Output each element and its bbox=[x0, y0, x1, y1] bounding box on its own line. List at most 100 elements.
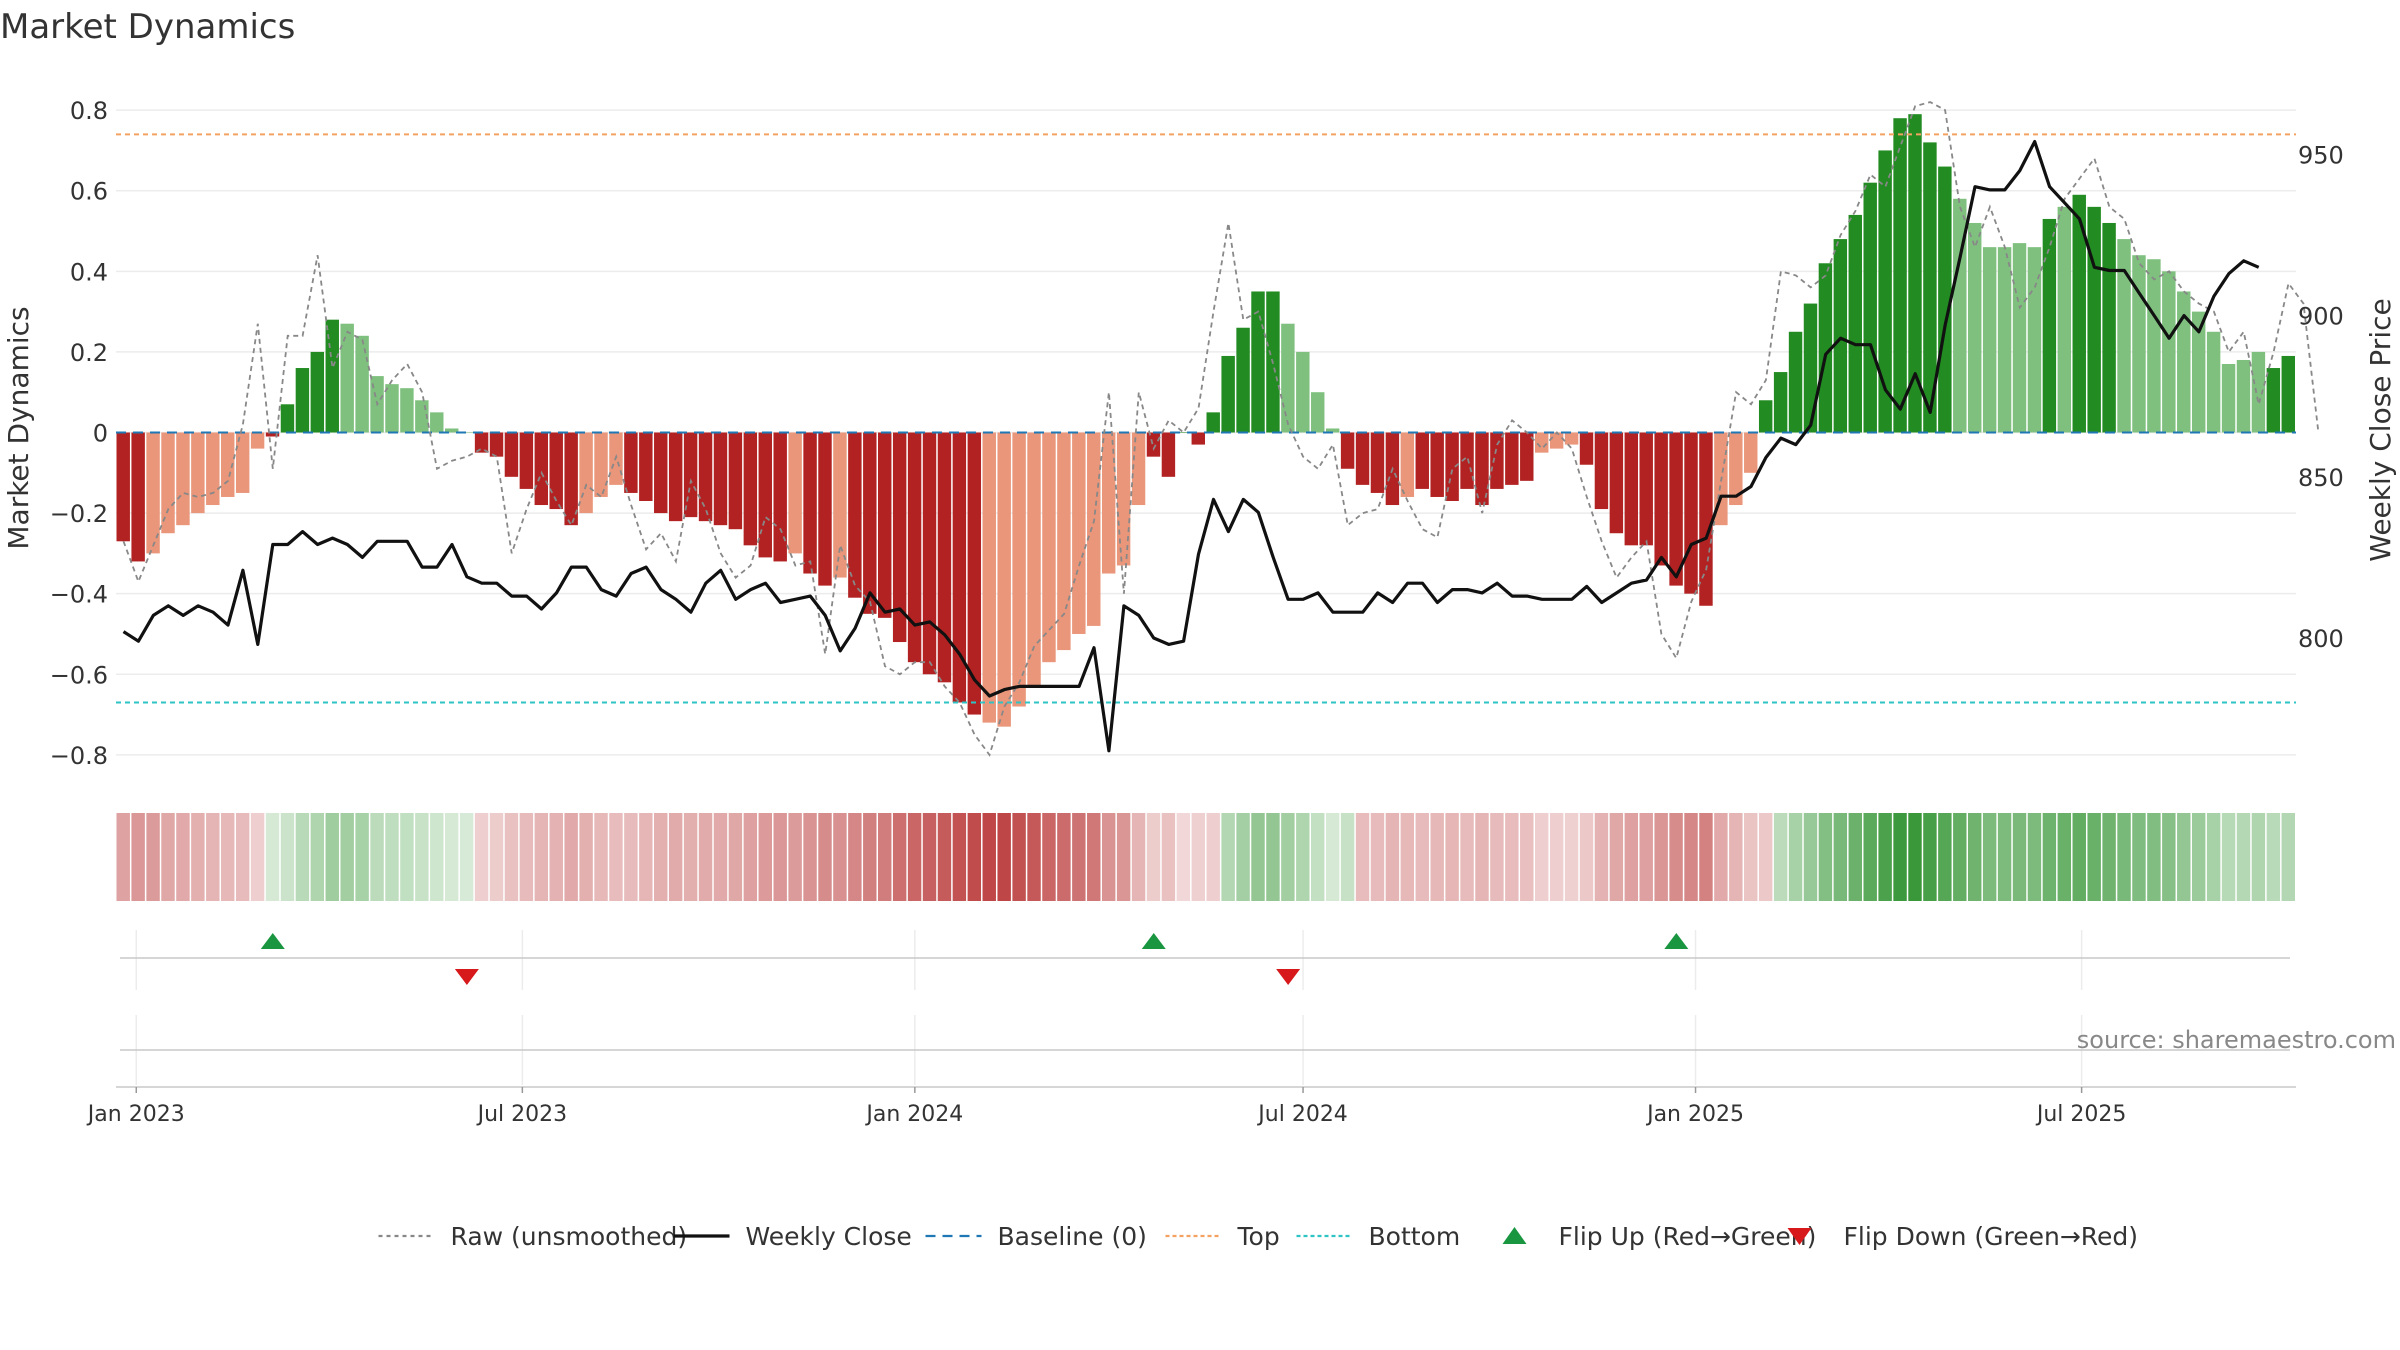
heat-strip-cell bbox=[340, 813, 354, 901]
heat-strip-cell bbox=[1893, 813, 1907, 901]
momentum-bar bbox=[504, 432, 519, 477]
heat-strip-cell bbox=[1296, 813, 1310, 901]
heat-strip-cell bbox=[713, 813, 728, 901]
heat-strip-cell bbox=[489, 813, 504, 901]
momentum-bar bbox=[2042, 218, 2057, 433]
momentum-bar bbox=[191, 432, 205, 514]
heat-strip-cell bbox=[1818, 813, 1833, 901]
heat-strip-cell bbox=[758, 813, 772, 901]
heat-strip-cell bbox=[952, 813, 967, 901]
heat-strip-cell bbox=[1370, 813, 1385, 901]
momentum-bar bbox=[1087, 432, 1101, 626]
y-right-tick-label: 900 bbox=[2298, 303, 2344, 331]
momentum-bar bbox=[1370, 432, 1385, 493]
heat-strip-cell bbox=[1848, 813, 1862, 901]
heat-strip-cell bbox=[1803, 813, 1818, 901]
momentum-bar bbox=[1788, 331, 1803, 433]
momentum-bar bbox=[1579, 432, 1594, 465]
momentum-bar bbox=[997, 432, 1011, 727]
heat-strip-cell bbox=[1325, 813, 1340, 901]
momentum-bar bbox=[1848, 214, 1862, 433]
heat-strip-cell bbox=[2221, 813, 2236, 901]
momentum-bar bbox=[2102, 222, 2116, 433]
legend-item: Flip Up (Red→Green) bbox=[1502, 1222, 1817, 1251]
heat-strip-cell bbox=[1758, 813, 1773, 901]
y-left-tick-label: 0.2 bbox=[70, 339, 108, 367]
y-right-tick-label: 950 bbox=[2298, 141, 2344, 169]
momentum-bar bbox=[2162, 271, 2176, 433]
legend-swatch bbox=[1787, 1228, 1812, 1245]
legend-item: Weekly Close bbox=[673, 1222, 912, 1251]
x-tick-label: Jan 2025 bbox=[1645, 1102, 1744, 1127]
heat-strip-cell bbox=[146, 813, 160, 901]
momentum-bar bbox=[1684, 432, 1698, 594]
flip-markers bbox=[260, 933, 1689, 985]
momentum-bar bbox=[1997, 247, 2012, 433]
heat-strip-cell bbox=[937, 813, 952, 901]
legend-item: Flip Down (Green→Red) bbox=[1787, 1222, 2138, 1251]
momentum-bar bbox=[250, 432, 265, 449]
heat-strip-cell bbox=[1594, 813, 1609, 901]
momentum-bar bbox=[1340, 432, 1355, 469]
heat-strip-cell bbox=[833, 813, 847, 901]
momentum-bar bbox=[534, 432, 549, 506]
y-left-tick-label: 0.4 bbox=[70, 258, 108, 286]
heat-strip-cell bbox=[1639, 813, 1653, 901]
heat-strip-cell bbox=[1057, 813, 1071, 901]
heat-strip-cell bbox=[1176, 813, 1191, 901]
momentum-bar bbox=[922, 432, 937, 675]
momentum-bar bbox=[2057, 206, 2072, 433]
heat-strip-cell bbox=[1490, 813, 1504, 901]
momentum-bar bbox=[728, 432, 743, 530]
heat-strip-cell bbox=[2027, 813, 2042, 901]
heat-strip-cell bbox=[1131, 813, 1146, 901]
heat-strip-cell bbox=[1669, 813, 1683, 901]
momentum-bar bbox=[594, 432, 608, 497]
legend-label: Flip Up (Red→Green) bbox=[1559, 1222, 1817, 1251]
momentum-bar bbox=[1027, 432, 1041, 687]
y-right-tick-label: 850 bbox=[2298, 464, 2344, 492]
momentum-bar bbox=[2147, 259, 2161, 433]
momentum-bar bbox=[2191, 311, 2206, 433]
momentum-bar bbox=[1221, 355, 1235, 433]
x-tick-label: Jan 2024 bbox=[864, 1102, 963, 1127]
momentum-bar bbox=[1251, 291, 1265, 433]
heat-strip-cell bbox=[967, 813, 982, 901]
momentum-bar bbox=[982, 432, 996, 723]
momentum-bar bbox=[1594, 432, 1609, 510]
y-left-tick-label: −0.2 bbox=[50, 500, 108, 528]
momentum-bar bbox=[1534, 432, 1549, 453]
heat-strip-cell bbox=[1624, 813, 1639, 901]
momentum-bar bbox=[1818, 263, 1833, 433]
momentum-bar bbox=[937, 432, 952, 683]
heat-strip-cell bbox=[1161, 813, 1176, 901]
heat-strip-cell bbox=[250, 813, 265, 901]
heat-strip-cell bbox=[2177, 813, 2191, 901]
heat-strip-cell bbox=[639, 813, 653, 901]
heat-strip-cell bbox=[1878, 813, 1892, 901]
legend-item: Baseline (0) bbox=[925, 1222, 1147, 1251]
heat-strip-cell bbox=[2042, 813, 2057, 901]
momentum-bar bbox=[2266, 368, 2281, 433]
heat-strip-cell bbox=[2012, 813, 2027, 901]
momentum-bar bbox=[459, 432, 474, 433]
heat-strip-cell bbox=[997, 813, 1011, 901]
weekly-close-line bbox=[122, 140, 2260, 753]
momentum-bar bbox=[743, 432, 758, 546]
legend-swatch bbox=[1502, 1227, 1527, 1244]
heat-strip-cell bbox=[116, 813, 130, 901]
heat-strip-cell bbox=[459, 813, 474, 901]
momentum-bar bbox=[639, 432, 653, 501]
heat-strip-cell bbox=[280, 813, 295, 901]
momentum-bar bbox=[967, 432, 982, 715]
heat-strip-cell bbox=[1520, 813, 1534, 901]
heat-strip-cell bbox=[549, 813, 563, 901]
heat-strip-cell bbox=[2281, 813, 2295, 901]
heat-strip-cell bbox=[430, 813, 444, 901]
heat-strip-cell bbox=[444, 813, 459, 901]
momentum-bar bbox=[265, 432, 280, 437]
momentum-bar bbox=[2132, 255, 2146, 433]
momentum-bar bbox=[116, 432, 130, 542]
y-axis-right-label: Weekly Close Price bbox=[2364, 298, 2397, 561]
flip-down-marker bbox=[1276, 969, 1301, 985]
